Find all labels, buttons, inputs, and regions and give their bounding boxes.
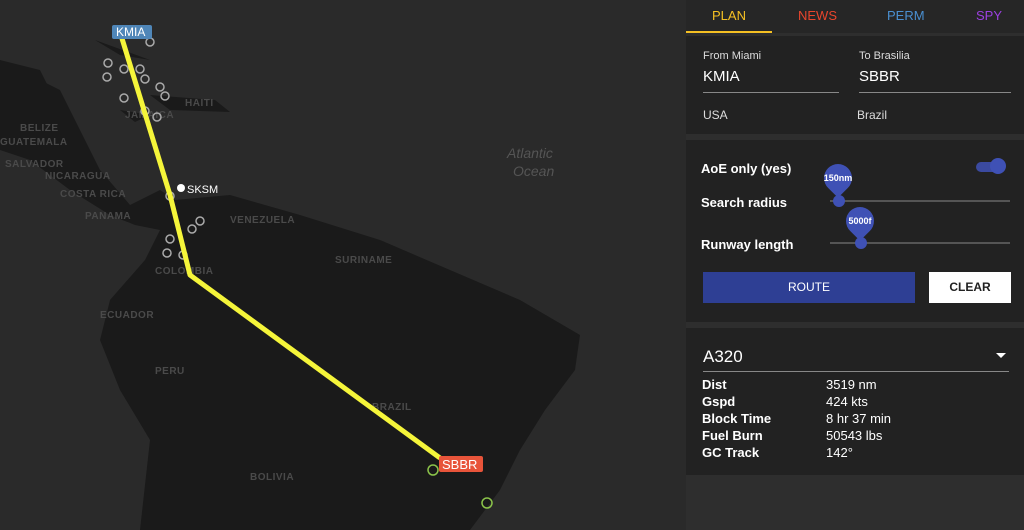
- stat-label: Fuel Burn: [702, 428, 763, 443]
- stat-value: 3519 nm: [826, 377, 877, 392]
- stat-label: Dist: [702, 377, 727, 392]
- map-label: BRAZIL: [372, 402, 412, 413]
- airport[interactable]: [162, 248, 172, 258]
- tab[interactable]: PERM: [887, 8, 925, 23]
- side-panel: PLAN NEWS PERM SPY From Miami KMIA To Br…: [686, 0, 1024, 530]
- map-label: SALVADOR: [5, 159, 64, 170]
- map-label: PANAMA: [85, 211, 131, 222]
- slider-track: [830, 242, 1010, 244]
- route-line: [117, 31, 442, 461]
- airport[interactable]: [187, 224, 197, 234]
- clear-button[interactable]: CLEAR: [929, 272, 1011, 303]
- waypoint-marker[interactable]: [177, 184, 185, 192]
- from-country: USA: [703, 108, 728, 122]
- origin-label: KMIA: [116, 25, 145, 39]
- slider-thumb[interactable]: [833, 195, 845, 207]
- from-input[interactable]: KMIA: [703, 68, 839, 93]
- airport[interactable]: [155, 82, 165, 92]
- search-radius-label: Search radius: [701, 195, 787, 210]
- stat-value: 424 kts: [826, 394, 868, 409]
- plan-section: From Miami KMIA To Brasilia SBBR USA Bra…: [686, 36, 1024, 134]
- runway-length-label: Runway length: [701, 237, 794, 252]
- stat-value: 8 hr 37 min: [826, 411, 892, 426]
- map-label: HAITI: [185, 98, 214, 109]
- stat-label: Gspd: [702, 394, 736, 409]
- to-country: Brazil: [857, 108, 888, 122]
- airport[interactable]: [165, 234, 175, 244]
- map-label: JAMAICA: [125, 110, 174, 121]
- ocean-label: Ocean: [513, 163, 554, 179]
- airport[interactable]: [119, 93, 129, 103]
- airport[interactable]: [102, 72, 112, 82]
- waypoint-label: SKSM: [187, 184, 218, 196]
- slider-thumb[interactable]: [855, 237, 867, 249]
- aoe-toggle[interactable]: [976, 162, 1002, 172]
- airport[interactable]: [427, 464, 439, 476]
- airport[interactable]: [140, 74, 150, 84]
- airport[interactable]: [135, 64, 145, 74]
- options-section: AoE only (yes) Search radius 150nm Runwa…: [686, 140, 1024, 322]
- map-label: GUATEMALA: [0, 137, 68, 148]
- airport[interactable]: [152, 112, 162, 122]
- tab[interactable]: SPY: [976, 8, 1003, 23]
- aircraft-select[interactable]: A320: [703, 347, 743, 366]
- select-underline: [703, 371, 1009, 372]
- search-radius-value: 150nm: [823, 173, 853, 183]
- tab-indicator: [686, 31, 772, 33]
- land: [0, 60, 580, 530]
- aircraft-section: A320 Dist 3519 nm Gspd 424 kts Block Time 8 h…: [686, 328, 1024, 475]
- airport[interactable]: [119, 64, 129, 74]
- tab[interactable]: PLAN: [712, 8, 746, 23]
- airport[interactable]: [160, 91, 170, 101]
- destination-badge[interactable]: [439, 456, 483, 472]
- map-label: ECUADOR: [100, 310, 154, 321]
- map-label: COLOMBIA: [155, 266, 213, 277]
- from-label: From Miami: [703, 50, 762, 62]
- to-label: To Brasilia: [859, 50, 910, 62]
- runway-length-value: 5000f: [848, 216, 872, 226]
- slider-track: [830, 200, 1010, 202]
- tab-bar: PLAN NEWS PERM SPY: [686, 0, 1024, 33]
- airport[interactable]: [481, 497, 493, 509]
- map-label: SURINAME: [335, 255, 392, 266]
- map-label: BOLIVIA: [250, 472, 294, 483]
- stat-label: Block Time: [702, 411, 772, 426]
- map-label: BELIZE: [20, 123, 59, 134]
- to-input[interactable]: SBBR: [859, 68, 1011, 93]
- map-label: PERU: [155, 366, 185, 377]
- dropdown-arrow[interactable]: [996, 352, 1006, 360]
- aoe-label: AoE only (yes): [701, 161, 792, 176]
- tab[interactable]: NEWS: [798, 8, 837, 23]
- land: [0, 60, 55, 110]
- map[interactable]: BELIZE GUATEMALA SALVADOR NICARAGUA COST…: [0, 0, 686, 530]
- route-button[interactable]: ROUTE: [703, 272, 915, 303]
- island: [95, 40, 230, 122]
- stat-label: GC Track: [702, 445, 760, 460]
- ocean-label: Atlantic: [506, 145, 553, 161]
- map-label: COSTA RICA: [60, 189, 126, 200]
- destination-label: SBBR: [442, 457, 477, 472]
- stat-value: 142°: [826, 445, 853, 460]
- origin-badge[interactable]: [112, 25, 152, 39]
- map-label: NICARAGUA: [45, 171, 111, 182]
- airport[interactable]: [103, 58, 113, 68]
- map-label: VENEZUELA: [230, 215, 295, 226]
- stat-value: 50543 lbs: [826, 428, 883, 443]
- airport[interactable]: [195, 216, 205, 226]
- aoe-toggle-knob[interactable]: [990, 158, 1006, 174]
